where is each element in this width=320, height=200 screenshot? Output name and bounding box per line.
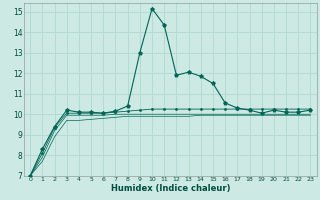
X-axis label: Humidex (Indice chaleur): Humidex (Indice chaleur) <box>110 184 230 193</box>
